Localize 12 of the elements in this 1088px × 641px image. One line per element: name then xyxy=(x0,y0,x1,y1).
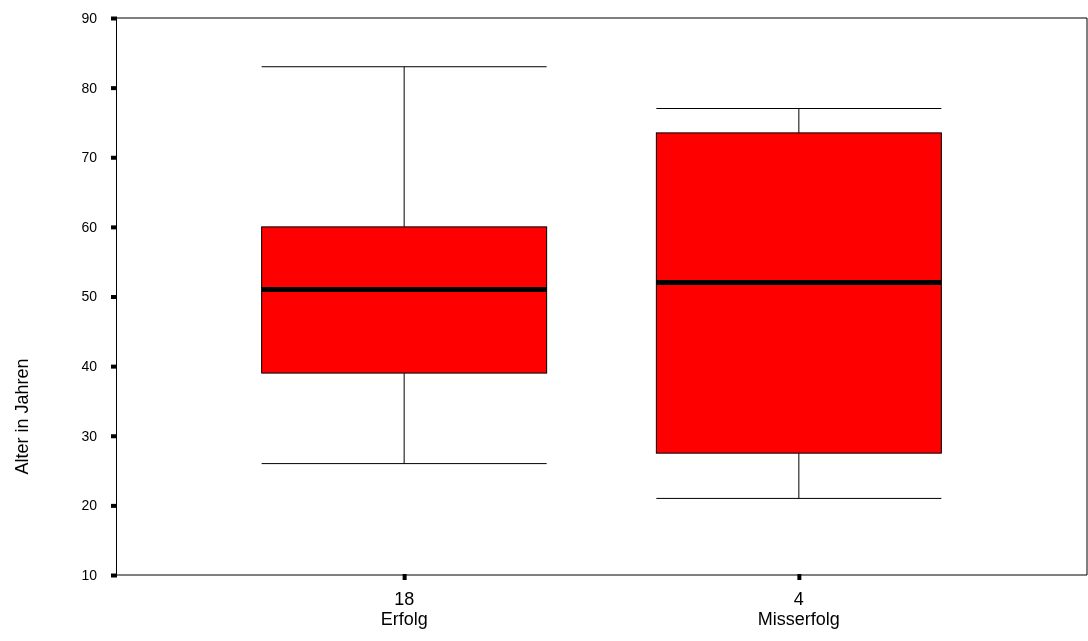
y-tick-label: 80 xyxy=(81,79,98,96)
y-tick-label: 50 xyxy=(81,288,98,305)
y-tick-label: 90 xyxy=(81,9,98,26)
y-tick-label: 20 xyxy=(81,497,98,514)
y-tick-label: 70 xyxy=(81,149,98,166)
y-tick-label: 10 xyxy=(81,566,98,583)
x-tick-label: 4 Misserfolg xyxy=(757,589,840,629)
y-tick-label: 30 xyxy=(81,427,98,444)
y-axis-title: Alter in Jahren xyxy=(12,358,32,475)
y-tick-label: 40 xyxy=(81,358,98,375)
x-tick-label: 18 Erfolg xyxy=(380,589,428,629)
y-tick-label: 60 xyxy=(81,218,98,235)
